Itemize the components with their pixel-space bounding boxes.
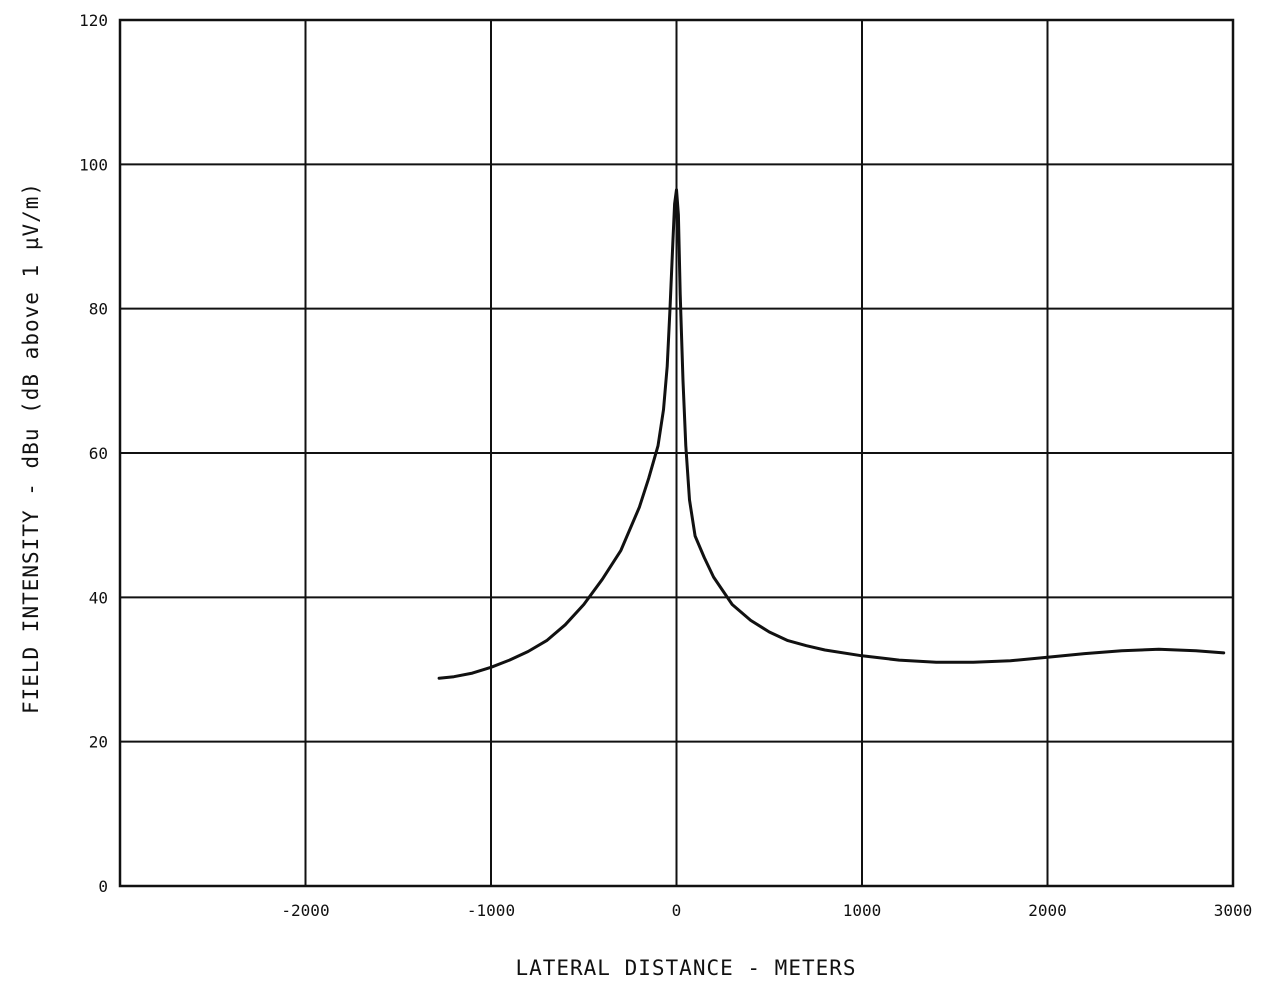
- y-tick-label: 80: [89, 300, 108, 319]
- y-tick-label: 60: [89, 444, 108, 463]
- y-tick-label: 120: [79, 11, 108, 30]
- x-tick-label: 3000: [1214, 901, 1253, 920]
- y-tick-label: 0: [98, 877, 108, 896]
- x-tick-label: -2000: [281, 901, 329, 920]
- plot-frame: [118, 18, 1235, 888]
- field-intensity-curve: [437, 188, 1226, 680]
- curve-layer: [437, 188, 1226, 680]
- y-tick-label: 20: [89, 733, 108, 752]
- y-tick-label: 40: [89, 588, 108, 607]
- y-axis-title: FIELD INTENSITY - dBu (dB above 1 µV/m): [19, 182, 43, 714]
- x-tick-label: -1000: [467, 901, 515, 920]
- x-tick-label: 2000: [1028, 901, 1067, 920]
- x-axis-title: LATERAL DISTANCE - METERS: [515, 956, 856, 980]
- x-tick-label: 0: [672, 901, 682, 920]
- y-tick-label: 100: [79, 155, 108, 174]
- grid-layer: [118, 18, 1235, 888]
- x-tick-label: 1000: [843, 901, 882, 920]
- tick-label-layer: -2000 -1000 0 1000 2000 3000 0 20 40 60 80 100 120: [79, 11, 1252, 920]
